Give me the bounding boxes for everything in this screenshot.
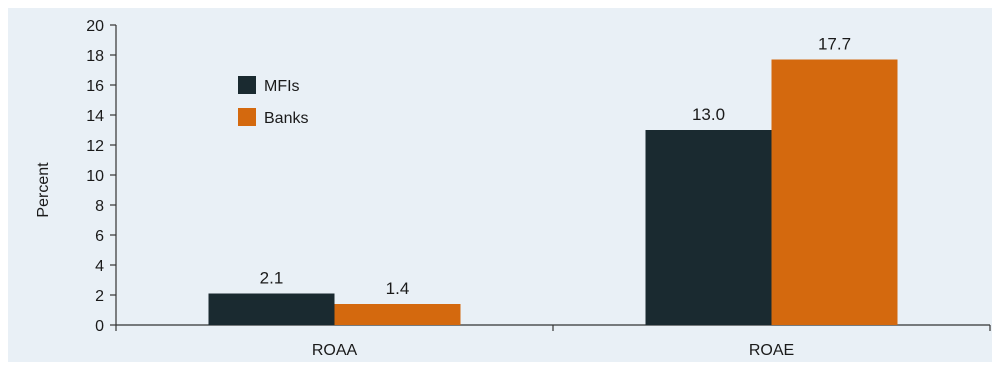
bar-mfis-roae [645, 130, 772, 325]
y-tick-label: 10 [86, 168, 104, 185]
data-label: 13.0 [692, 105, 725, 124]
legend-label-mfis: MFIs [264, 78, 300, 95]
legend-label-banks: Banks [264, 110, 308, 127]
legend-swatch-banks [238, 108, 256, 126]
y-tick-label: 20 [86, 18, 104, 35]
bar-banks-roae [771, 59, 898, 325]
x-category-label: ROAA [312, 342, 358, 359]
bar-banks-roaa [334, 304, 461, 325]
y-tick-label: 6 [95, 228, 104, 245]
data-label: 1.4 [386, 279, 410, 298]
y-tick-label: 2 [95, 288, 104, 305]
x-category-label: ROAE [749, 342, 794, 359]
y-tick-label: 12 [86, 138, 104, 155]
y-tick-label: 4 [95, 258, 104, 275]
y-tick-label: 18 [86, 48, 104, 65]
y-tick-label: 0 [95, 318, 104, 335]
data-label: 17.7 [818, 35, 851, 54]
y-tick-label: 14 [86, 108, 104, 125]
bar-mfis-roaa [208, 293, 335, 325]
y-tick-label: 16 [86, 78, 104, 95]
legend-swatch-mfis [238, 76, 256, 94]
y-axis-title: Percent [35, 162, 52, 218]
y-tick-label: 8 [95, 198, 104, 215]
data-label: 2.1 [260, 269, 284, 288]
